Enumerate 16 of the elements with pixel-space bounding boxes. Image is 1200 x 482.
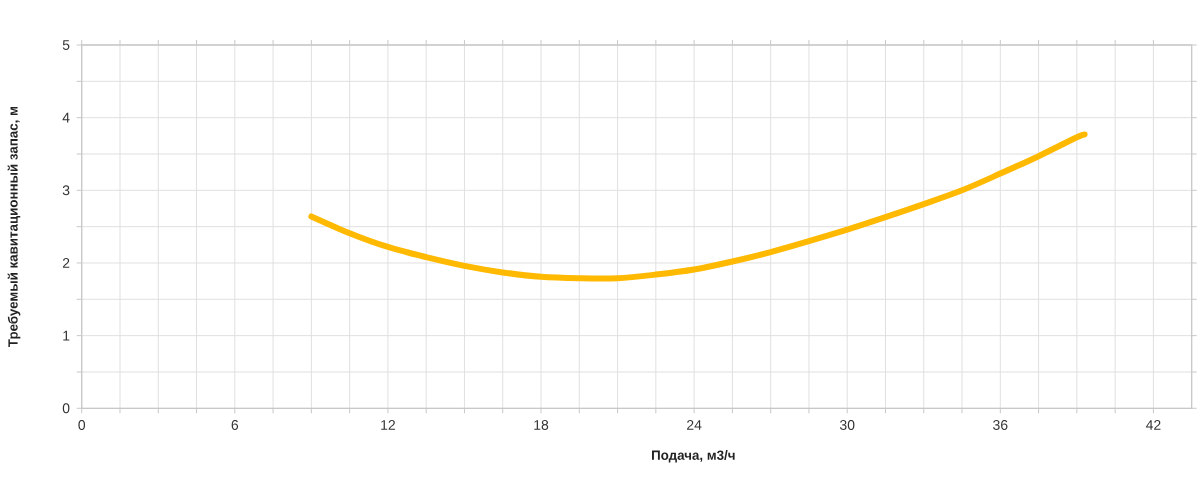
y-tick-label: 0 <box>62 403 70 414</box>
y-tick-label: 2 <box>62 258 70 268</box>
x-tick-label: 30 <box>839 420 855 430</box>
x-tick-label: 24 <box>687 420 702 430</box>
x-tick-label: 42 <box>1145 420 1161 430</box>
y-axis-title: Требуемый кавитационный запас, м <box>7 107 21 348</box>
y-tick-label: 1 <box>63 330 70 341</box>
y-tick-label: 3 <box>62 185 70 196</box>
x-tick-label: 36 <box>993 420 1008 430</box>
x-tick-label: 12 <box>381 420 395 430</box>
y-tick-label: 4 <box>62 112 70 123</box>
y-tick-label: 5 <box>62 40 70 50</box>
x-tick-label: 6 <box>231 420 239 430</box>
x-axis-title: Подача, м3/ч <box>652 450 735 463</box>
x-tick-label: 0 <box>78 420 86 430</box>
x-tick-label: 18 <box>534 420 549 430</box>
